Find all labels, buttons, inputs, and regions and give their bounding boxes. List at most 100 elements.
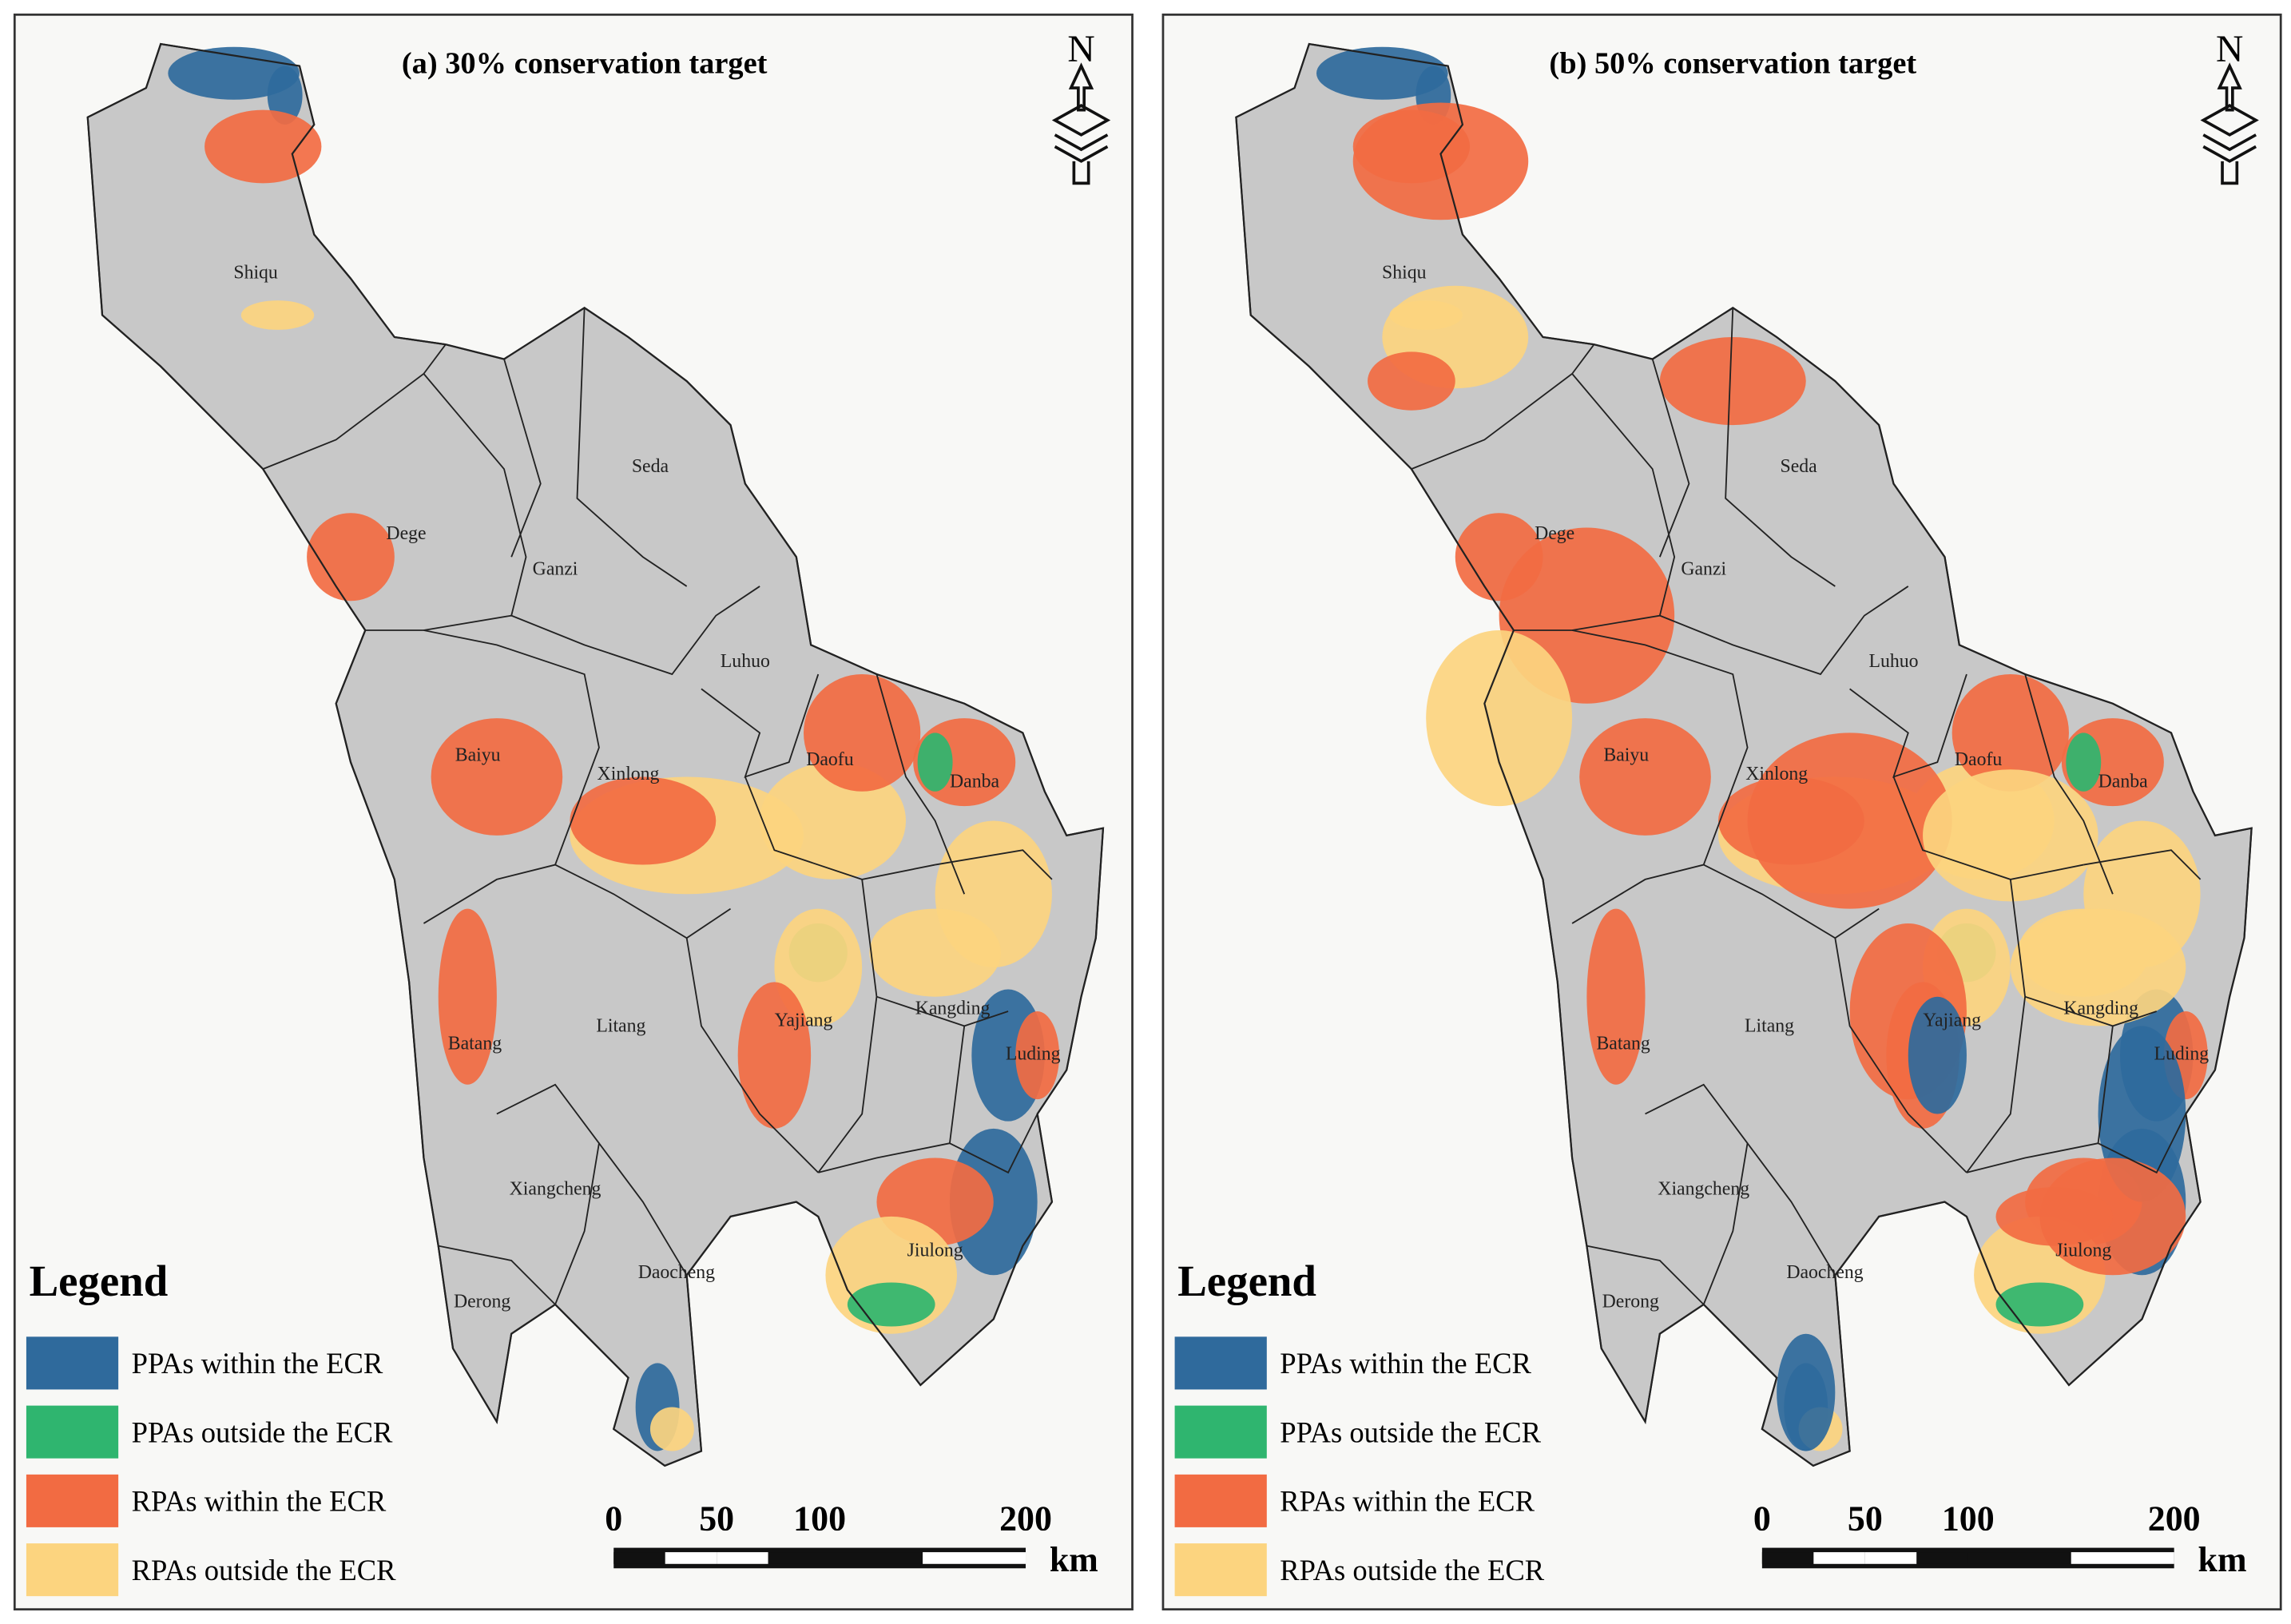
county-border [1892, 776, 2084, 880]
priority-area [1952, 674, 2069, 792]
county-border [554, 864, 732, 939]
priority-area [267, 66, 303, 125]
county-border [685, 938, 819, 1173]
scale-segment [2071, 1552, 2174, 1564]
priority-area [1659, 337, 1806, 426]
scale-segment [613, 1552, 665, 1564]
county-label: Dege [386, 523, 426, 544]
scale-segment [717, 1552, 768, 1564]
county-label: Xinlong [598, 764, 660, 784]
legend-title: Legend [30, 1257, 169, 1305]
legend-label: PPAs within the ECR [1280, 1347, 1531, 1380]
county-border [365, 629, 600, 865]
county-label: Luhuo [1868, 651, 1918, 672]
scale-label: 200 [2148, 1499, 2201, 1539]
priority-area [1579, 718, 1711, 836]
priority-area [917, 733, 953, 792]
priority-area [1908, 996, 1967, 1114]
county-border [423, 373, 527, 631]
legend-swatch [1174, 1336, 1267, 1390]
county-label: Jiulong [2055, 1240, 2111, 1261]
county-label: Baiyu [1603, 744, 1649, 765]
county-border [948, 1026, 1038, 1174]
scale-segment [665, 1552, 717, 1564]
legend-swatch [1174, 1474, 1267, 1527]
county-border [598, 1142, 688, 1276]
map-panel: Shiqu Seda Dege Ganzi Luhuo Baiyu Xinlong Daofu… [1161, 13, 2282, 1611]
priority-area [204, 109, 322, 184]
county-label: Baiyu [455, 744, 501, 765]
legend-label: PPAs outside the ECR [1280, 1416, 1541, 1448]
scale-segment [1916, 1552, 1968, 1564]
legend-label: RPAs within the ECR [132, 1485, 387, 1518]
panel-title: (b) 50% conservation target [1549, 47, 1916, 81]
scale-label: 50 [699, 1499, 734, 1539]
county-border [2024, 673, 2114, 895]
legend-swatch [26, 1543, 119, 1597]
county-border [817, 879, 878, 1173]
county-border [1746, 1142, 1836, 1276]
priority-area [1995, 1187, 2113, 1246]
county-border [818, 1142, 951, 1173]
priority-area [1777, 1333, 1836, 1451]
county-label: Shiqu [233, 263, 278, 284]
scale-label: 0 [605, 1499, 622, 1539]
legend-swatch [1174, 1405, 1267, 1459]
priority-area [760, 762, 907, 880]
county-label: Kangding [2063, 999, 2138, 1019]
priority-area [847, 1282, 935, 1327]
priority-area [1015, 1011, 1060, 1100]
county-border [1659, 586, 1909, 676]
priority-area [737, 982, 812, 1129]
scale-segment [768, 1552, 820, 1564]
county-label: Derong [454, 1292, 510, 1312]
county-label: Litang [596, 1016, 645, 1037]
county-label: Daofu [1955, 749, 2002, 770]
legend-label: RPAs within the ECR [1280, 1485, 1535, 1518]
county-label: Batang [1596, 1034, 1650, 1054]
county-label: Jiulong [907, 1240, 963, 1261]
priority-area [1923, 769, 2098, 902]
scale-segment [1813, 1552, 1865, 1564]
county-border [1513, 629, 1749, 865]
county-label: Xinlong [1745, 764, 1808, 784]
scale-label: 50 [1848, 1499, 1883, 1539]
scale-segment [1864, 1552, 1917, 1564]
legend-swatch [1174, 1543, 1267, 1597]
priority-area [2010, 908, 2186, 1026]
county-border [510, 586, 760, 676]
county-label: Luhuo [721, 651, 770, 672]
region-outline [1235, 42, 2253, 1467]
county-label: Daocheng [638, 1262, 715, 1283]
priority-area [1995, 1282, 2084, 1327]
county-border [2097, 1026, 2187, 1174]
legend-title: Legend [1177, 1257, 1316, 1305]
county-border [1411, 343, 1595, 470]
county-label: Xiangcheng [510, 1178, 602, 1199]
county-label: Ganzi [1681, 558, 1726, 579]
county-border [503, 359, 542, 558]
panel-title: (a) 30% conservation target [402, 47, 768, 81]
county-label: Luding [2154, 1044, 2209, 1065]
county-label: Daocheng [1786, 1262, 1863, 1283]
county-border [2083, 849, 2202, 880]
scale-label: 0 [1753, 1499, 1771, 1539]
county-label: Danba [2098, 771, 2148, 792]
county-border [262, 343, 447, 470]
county-border [1725, 308, 1836, 587]
county-label: Shiqu [1382, 263, 1427, 284]
scale-segment [1761, 1552, 1814, 1564]
priority-area [1586, 908, 1646, 1085]
priority-area [570, 776, 717, 865]
legend-label: RPAs outside the ECR [132, 1554, 396, 1586]
county-border [1834, 938, 1967, 1173]
priority-area [1368, 351, 1455, 411]
county-border [1586, 1245, 1705, 1305]
county-label: Seda [632, 456, 669, 477]
county-border [1571, 864, 1704, 924]
county-label: Litang [1745, 1016, 1794, 1037]
county-label: Batang [448, 1034, 502, 1054]
legend-label: PPAs within the ECR [132, 1347, 383, 1380]
scale-label: 100 [793, 1499, 846, 1539]
